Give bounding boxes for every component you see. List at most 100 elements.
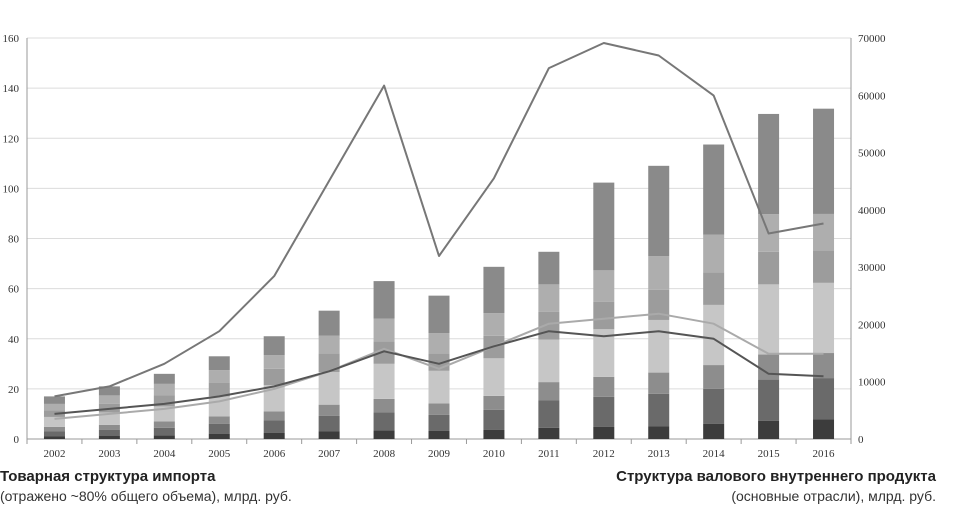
bar-segment — [703, 388, 725, 424]
bar-segment — [483, 395, 505, 410]
bar-segment — [813, 213, 835, 251]
bar-segment — [373, 412, 395, 431]
bar-segment — [648, 165, 670, 257]
series-line — [54, 312, 824, 420]
bar-segment — [318, 431, 340, 439]
x-tick-label: 2006 — [263, 448, 286, 460]
bar-segment — [208, 356, 230, 371]
bar-segment — [98, 412, 120, 425]
bar-segment — [593, 426, 615, 439]
bar-segment — [428, 333, 450, 354]
y-right-tick-label: 20000 — [858, 319, 886, 331]
bar-segment — [43, 426, 65, 432]
bar-segment — [593, 396, 615, 427]
bar-segment — [43, 410, 65, 417]
bar-segment — [208, 382, 230, 397]
bar-segment — [483, 266, 505, 314]
bar-segment — [538, 427, 560, 439]
y-right-tick-label: 60000 — [858, 90, 886, 102]
bar-segment — [263, 432, 285, 439]
bar-segment — [153, 373, 175, 384]
bar-segment — [263, 355, 285, 369]
bar-segment — [428, 295, 450, 334]
left-caption-subtitle: (отражено ~80% общего объема), млрд. руб… — [0, 488, 292, 504]
bar-segment — [538, 400, 560, 428]
bar-segment — [703, 272, 725, 305]
bar-segment — [703, 423, 725, 439]
bar-segment — [538, 382, 560, 401]
bar-segment — [538, 251, 560, 285]
bar-segment — [813, 419, 835, 439]
series-line — [54, 42, 824, 398]
bar-segment — [758, 420, 780, 439]
bar-segment — [98, 395, 120, 404]
x-tick-label: 2004 — [153, 448, 176, 460]
y-right-tick-label: 70000 — [858, 33, 886, 45]
x-tick-label: 2009 — [428, 448, 451, 460]
bars — [43, 108, 835, 439]
bar-segment — [648, 319, 670, 373]
bar-segment — [648, 393, 670, 427]
left-caption-title: Товарная структура импорта — [0, 468, 216, 485]
x-tick-label: 2003 — [98, 448, 121, 460]
bar-segment — [593, 376, 615, 397]
bar-segment — [318, 404, 340, 416]
bar-segment — [208, 416, 230, 424]
bar-segment — [153, 395, 175, 407]
bar-segment — [648, 289, 670, 320]
y-right-tick-label: 30000 — [858, 262, 886, 274]
bar-segment — [153, 427, 175, 436]
bar-segment — [373, 281, 395, 319]
bar-segment — [428, 403, 450, 415]
bar-segment — [43, 436, 65, 439]
x-tick-label: 2013 — [648, 448, 671, 460]
bar-segment — [318, 372, 340, 405]
bar-segment — [703, 234, 725, 273]
x-tick-label: 2008 — [373, 448, 396, 460]
bar-segment — [98, 435, 120, 439]
bar-segment — [208, 423, 230, 434]
bar-segment — [98, 386, 120, 396]
bar-segment — [263, 336, 285, 356]
bar-segment — [703, 304, 725, 366]
bar-segment — [208, 433, 230, 439]
bar-segment — [758, 251, 780, 285]
bar-segment — [43, 403, 65, 411]
lines — [54, 42, 824, 420]
y-right-tick-label: 50000 — [858, 148, 886, 160]
bar-segment — [758, 284, 780, 355]
bar-segment — [373, 318, 395, 342]
bar-segment — [153, 435, 175, 439]
bar-segment — [153, 421, 175, 428]
tick-labels: 0 20 40 60 80 100 120 140 160 0 10000 20000 30000 400… — [3, 33, 887, 460]
y-left-tick-label: 80 — [8, 234, 20, 246]
bar-segment — [648, 372, 670, 394]
right-caption-subtitle: (основные отрасли), млрд. руб. — [731, 488, 936, 504]
right-caption-title: Структура валового внутреннего продукта — [616, 468, 936, 485]
bar-segment — [263, 368, 285, 386]
bar-segment — [373, 341, 395, 364]
bar-segment — [813, 378, 835, 420]
y-right-tick-label: 10000 — [858, 377, 886, 389]
y-right-tick-label: 40000 — [858, 205, 886, 217]
bar-segment — [373, 430, 395, 439]
axes — [26, 38, 852, 444]
x-tick-label: 2016 — [813, 448, 836, 460]
bar-segment — [758, 354, 780, 380]
bar-segment — [813, 282, 835, 354]
y-left-tick-label: 100 — [3, 183, 20, 195]
bar-segment — [43, 431, 65, 437]
bar-segment — [648, 256, 670, 290]
y-left-tick-label: 40 — [8, 334, 20, 346]
bar-segment — [593, 301, 615, 330]
bar-segment — [428, 370, 450, 404]
bar-segment — [263, 385, 285, 412]
bar-segment — [98, 424, 120, 430]
y-left-tick-label: 60 — [8, 284, 20, 296]
bar-segment — [373, 398, 395, 413]
y-right-tick-label: 0 — [858, 434, 864, 446]
bar-segment — [428, 430, 450, 439]
bar-segment — [758, 113, 780, 215]
bar-segment — [318, 335, 340, 354]
